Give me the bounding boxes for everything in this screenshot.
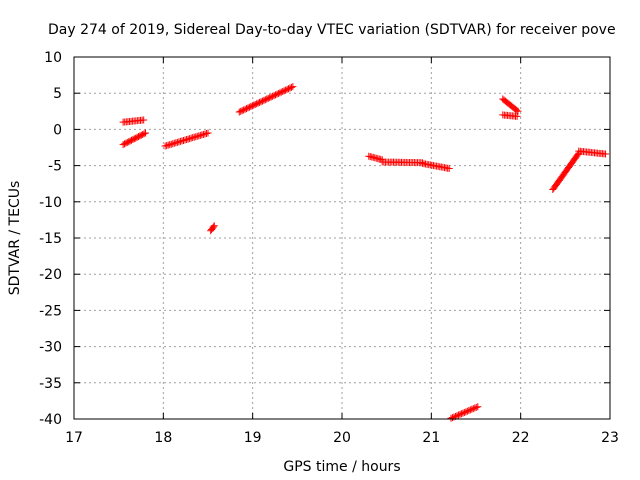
data-point (282, 86, 290, 94)
data-point (243, 105, 251, 113)
data-point (247, 103, 255, 111)
data-point (285, 85, 293, 93)
data-point (273, 90, 281, 98)
data-point (204, 129, 212, 137)
data-point (271, 91, 279, 99)
data-point (209, 223, 217, 231)
x-tick-label: 20 (333, 430, 351, 446)
data-point (280, 87, 288, 95)
data-point (453, 412, 461, 420)
data-point (513, 106, 521, 114)
data-point (279, 87, 287, 95)
x-axis-title: GPS time / hours (283, 459, 400, 475)
data-point (140, 130, 148, 138)
data-point (258, 97, 266, 105)
data-point (283, 85, 291, 93)
data-point (514, 107, 522, 115)
y-tick-label: -25 (39, 303, 62, 319)
data-point (245, 103, 253, 111)
data-point (237, 107, 245, 115)
data-point (254, 99, 262, 107)
x-tick-label: 19 (244, 430, 262, 446)
data-points (119, 83, 610, 422)
data-point (269, 92, 277, 100)
data-point (251, 100, 259, 108)
chart-title: Day 274 of 2019, Sidereal Day-to-day VTE… (48, 22, 616, 38)
data-point (263, 95, 271, 103)
grid-lines (74, 57, 610, 419)
data-point (447, 414, 455, 422)
x-tick-label: 21 (422, 430, 440, 446)
y-tick-label: -15 (39, 231, 62, 247)
axis-ticks: 17 18 19 20 21 22 23 10 5 0 -5 -10 -15 -20 -25 -30 -35 -4… (39, 50, 619, 446)
data-point (459, 409, 467, 417)
x-tick-label: 18 (154, 430, 172, 446)
y-tick-label: -10 (39, 195, 62, 211)
data-point (602, 150, 610, 158)
x-tick-label: 17 (65, 430, 83, 446)
data-point (460, 408, 468, 416)
data-point (210, 222, 218, 230)
data-point (240, 106, 248, 114)
data-point (287, 83, 295, 91)
data-point (266, 94, 274, 102)
data-point (267, 93, 275, 101)
y-tick-label: 5 (53, 86, 62, 102)
data-point (235, 108, 243, 116)
data-point (253, 100, 261, 108)
data-point (264, 94, 272, 102)
y-tick-label: -30 (39, 340, 62, 356)
data-point (469, 405, 477, 413)
data-point (270, 92, 278, 100)
data-point (471, 404, 479, 412)
data-point (140, 116, 148, 124)
y-tick-label: -5 (48, 159, 62, 175)
data-point (276, 89, 284, 97)
data-point (256, 98, 264, 106)
data-point (141, 129, 149, 137)
data-point (445, 164, 453, 172)
data-point (463, 407, 471, 415)
data-point (448, 414, 456, 422)
data-point (286, 84, 294, 92)
y-tick-label: 10 (44, 50, 62, 66)
data-point (454, 411, 462, 419)
data-point (513, 112, 521, 120)
y-tick-label: -40 (39, 412, 62, 428)
x-tick-label: 22 (512, 430, 530, 446)
data-point (274, 90, 282, 98)
data-point (238, 107, 246, 115)
data-point (468, 405, 476, 413)
data-point (277, 88, 285, 96)
data-point (260, 96, 268, 104)
y-axis-title: SDTVAR / TECUs (7, 181, 23, 296)
data-point (244, 104, 252, 112)
x-tick-label: 23 (601, 430, 619, 446)
data-point (261, 96, 269, 104)
y-tick-label: 0 (53, 122, 62, 138)
data-point (457, 410, 465, 418)
data-point (248, 102, 256, 110)
data-point (465, 407, 473, 415)
data-point (456, 410, 464, 418)
data-point (466, 406, 474, 414)
data-point (472, 403, 480, 411)
data-point (257, 98, 265, 106)
data-point (250, 101, 258, 109)
data-point (241, 105, 249, 113)
y-tick-label: -35 (39, 376, 62, 392)
y-tick-label: -20 (39, 267, 62, 283)
data-point (462, 408, 470, 416)
data-point (289, 83, 297, 91)
data-point (474, 403, 482, 411)
